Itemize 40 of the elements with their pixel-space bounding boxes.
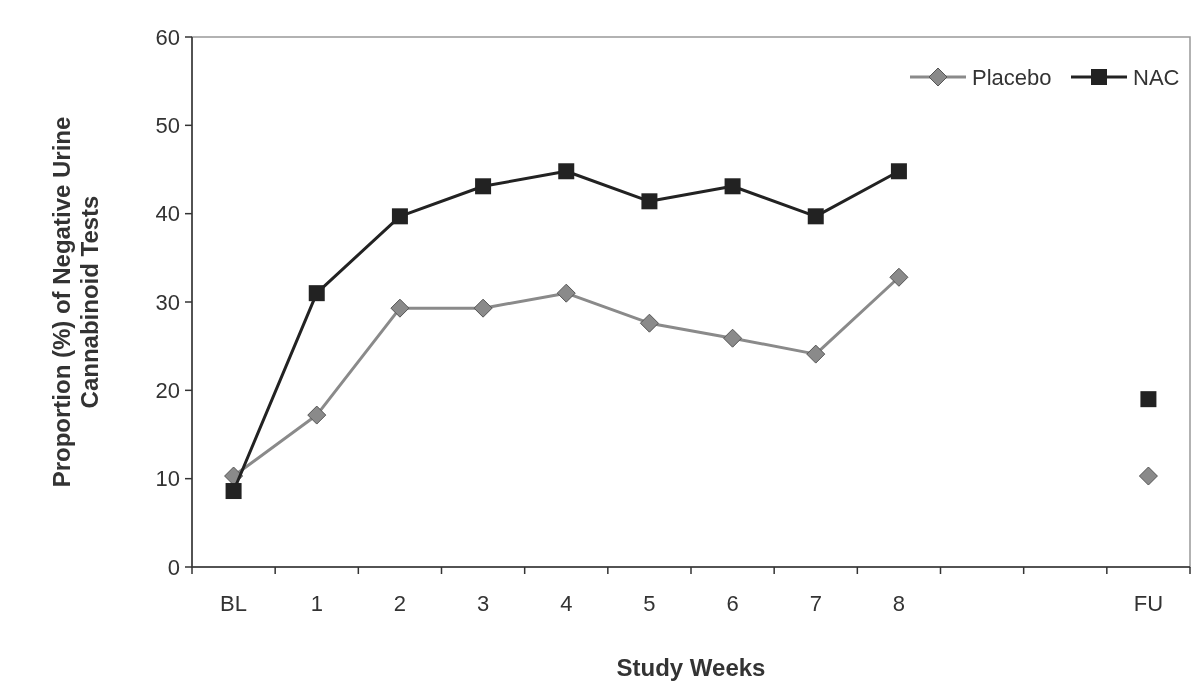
point: [1138, 466, 1158, 486]
x-tick-label: 5: [643, 591, 656, 616]
y-tick-label: 10: [155, 466, 180, 492]
point: [475, 178, 492, 195]
y-tick-label: 30: [155, 289, 180, 315]
y-tick-label: 60: [155, 24, 180, 50]
point: [1140, 391, 1157, 408]
x-axis-title: Study Weeks: [616, 654, 766, 681]
point: [307, 405, 327, 425]
point: [225, 483, 242, 500]
x-tick-label: BL: [220, 591, 248, 616]
point: [391, 208, 408, 225]
point: [723, 328, 743, 348]
x-tick-label: 1: [310, 591, 323, 616]
x-tick-label: 6: [726, 591, 739, 616]
x-tick-label: 7: [809, 591, 822, 616]
point: [308, 285, 325, 302]
y-axis-title: Proportion (%) of Negative Urine Cannabinoid Tests: [48, 116, 103, 488]
legend-label: NAC: [1133, 64, 1180, 90]
legend-label: Placebo: [972, 64, 1052, 90]
point: [641, 193, 658, 210]
point: [473, 298, 493, 318]
x-tick-label: 2: [393, 591, 407, 616]
point: [639, 313, 659, 333]
point: [890, 163, 907, 180]
y-tick-label: 40: [155, 201, 180, 227]
point: [889, 267, 909, 287]
point: [558, 163, 575, 180]
y-tick-label: 50: [155, 113, 180, 139]
point: [556, 283, 576, 303]
y-tick-label: 0: [167, 554, 180, 580]
x-tick-label: 8: [892, 591, 906, 616]
x-tick-label: 4: [560, 591, 573, 616]
x-tick-label: FU: [1133, 591, 1164, 616]
x-tick-label: 3: [476, 591, 490, 616]
point: [806, 344, 826, 364]
point: [807, 208, 824, 225]
y-tick-label: 20: [155, 378, 180, 404]
point: [724, 178, 741, 195]
point: [390, 298, 410, 318]
